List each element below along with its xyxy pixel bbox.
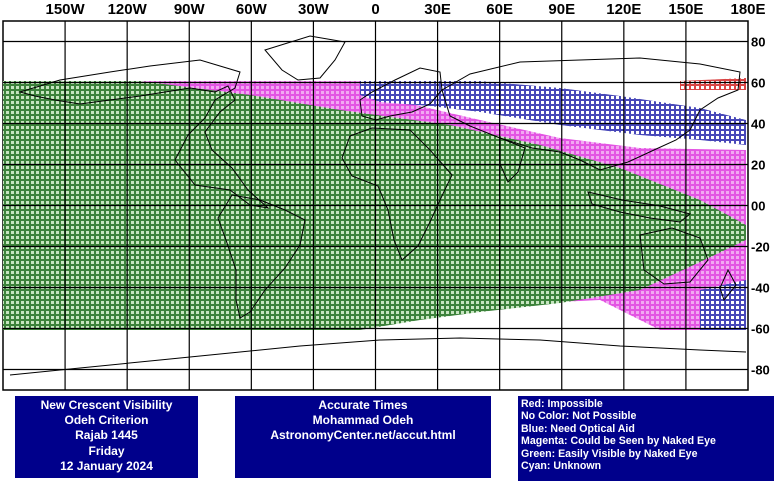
author-name: Mohammad Odeh bbox=[312, 413, 414, 428]
legend-red: Red: Impossible bbox=[521, 398, 603, 410]
lon-label: 120E bbox=[606, 1, 642, 18]
lon-label: 150W bbox=[45, 1, 85, 18]
lat-label: 40 bbox=[751, 116, 766, 131]
credits-panel: Accurate Times Mohammad Odeh AstronomyCe… bbox=[235, 396, 491, 478]
lat-label: -40 bbox=[751, 280, 770, 295]
lon-label: 90E bbox=[548, 1, 576, 18]
lat-label: 20 bbox=[751, 157, 766, 172]
lat-label: -20 bbox=[751, 239, 770, 254]
lon-label: 60E bbox=[486, 1, 514, 18]
coastlines bbox=[9, 35, 747, 376]
lon-label: 90W bbox=[173, 1, 205, 18]
lon-label: 150E bbox=[668, 1, 704, 18]
lon-label: 120W bbox=[107, 1, 147, 18]
lon-label: 60W bbox=[235, 1, 267, 18]
credits-title: Accurate Times bbox=[318, 398, 408, 412]
legend-no-color: No Color: Not Possible bbox=[521, 410, 637, 423]
lat-label: 80 bbox=[751, 34, 766, 49]
zone-blue bbox=[360, 81, 746, 145]
grid-lines bbox=[3, 21, 748, 390]
title-line: New Crescent Visibility bbox=[40, 398, 173, 412]
title-panel: New Crescent Visibility Odeh Criterion R… bbox=[15, 396, 198, 478]
date-line: 12 January 2024 bbox=[60, 458, 153, 473]
legend-cyan: Cyan: Unknown bbox=[521, 460, 602, 473]
legend-magenta: Magenta: Could be Seen by Naked Eye bbox=[521, 435, 716, 448]
weekday-line: Friday bbox=[88, 443, 125, 458]
lon-label: 0 bbox=[371, 1, 380, 18]
lat-label: -80 bbox=[751, 362, 770, 377]
lon-label: 30E bbox=[424, 1, 451, 18]
lat-label: 00 bbox=[751, 198, 766, 213]
lon-label: 30W bbox=[297, 1, 329, 18]
website-link[interactable]: AstronomyCenter.net/accut.html bbox=[270, 428, 456, 443]
lon-label: 180E bbox=[730, 1, 766, 18]
zone-blue-south bbox=[700, 280, 746, 330]
criterion-line: Odeh Criterion bbox=[64, 413, 149, 428]
legend-blue: Blue: Need Optical Aid bbox=[521, 422, 635, 435]
zone-red bbox=[680, 78, 746, 90]
legend-panel: Red: Impossible No Color: Not Possible B… bbox=[518, 396, 774, 481]
lat-label: 60 bbox=[751, 75, 766, 90]
legend-green: Green: Easily Visible by Naked Eye bbox=[521, 447, 698, 460]
lat-label: -60 bbox=[751, 321, 770, 336]
month-line: Rajab 1445 bbox=[75, 428, 138, 443]
